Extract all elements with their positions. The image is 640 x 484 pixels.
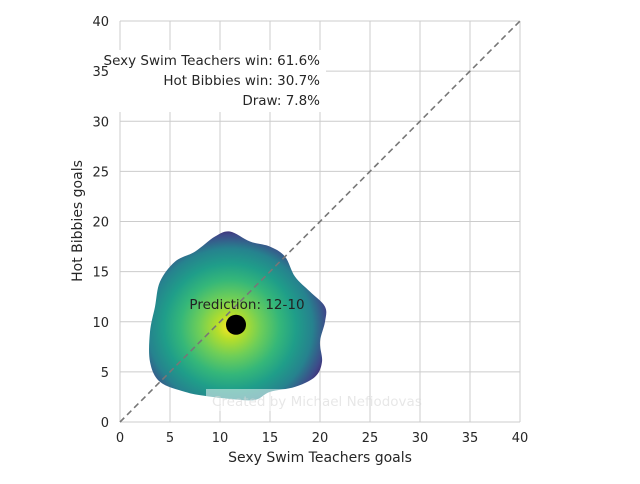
y-tick-labels: 0 5 10 15 20 25 30 35 40 [92, 15, 109, 431]
x-tick-label: 40 [512, 431, 529, 446]
y-tick-label: 15 [92, 266, 109, 281]
draw-probability: Draw: 7.8% [242, 93, 320, 109]
x-axis-label: Sexy Swim Teachers goals [228, 450, 412, 466]
y-tick-label: 10 [92, 316, 109, 331]
x-tick-labels: 0 5 10 15 20 25 30 35 40 [116, 431, 528, 446]
y-axis-label: Hot Bibbies goals [70, 160, 86, 282]
x-tick-label: 15 [262, 431, 279, 446]
x-tick-label: 35 [462, 431, 479, 446]
y-tick-label: 0 [101, 416, 109, 431]
prediction-point [226, 314, 246, 335]
y-tick-label: 35 [92, 65, 109, 80]
watermark-background [206, 389, 294, 411]
y-tick-label: 5 [101, 366, 109, 381]
y-tick-label: 40 [92, 15, 109, 30]
watermark: Created by Michael Nefiodovas [212, 394, 422, 410]
prediction-label: Prediction: 12-10 [189, 297, 304, 313]
x-tick-label: 0 [116, 431, 124, 446]
x-tick-label: 10 [212, 431, 229, 446]
y-tick-label: 25 [92, 165, 109, 180]
away-win-probability: Hot Bibbies win: 30.7% [163, 73, 320, 89]
x-tick-label: 25 [362, 431, 379, 446]
y-tick-label: 30 [92, 115, 109, 130]
win-probability-box [94, 50, 326, 112]
draw-diagonal-line [119, 20, 521, 423]
home-win-probability: Sexy Swim Teachers win: 61.6% [104, 53, 321, 69]
x-tick-label: 30 [412, 431, 429, 446]
x-tick-label: 5 [166, 431, 174, 446]
x-tick-label: 20 [312, 431, 329, 446]
y-tick-label: 20 [92, 216, 109, 231]
